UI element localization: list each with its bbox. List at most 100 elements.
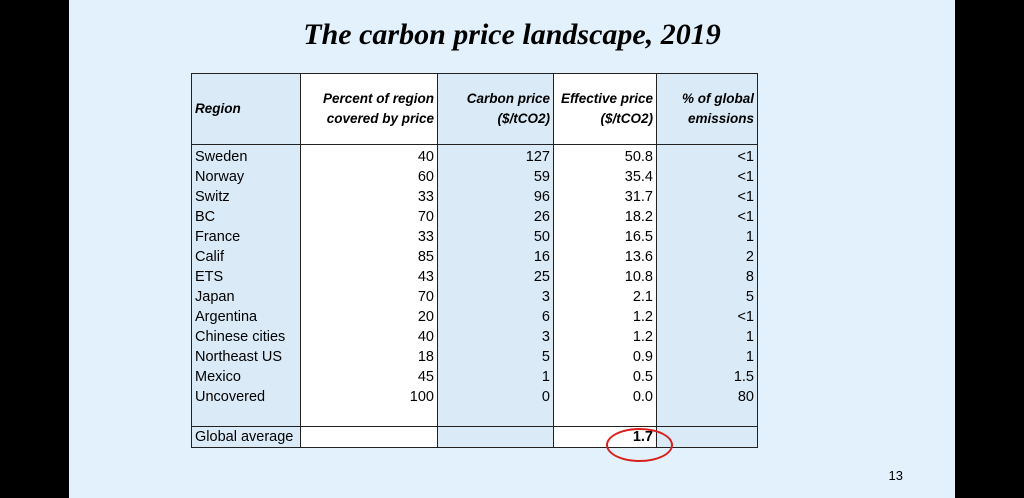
cell-percent: 20 (300, 307, 438, 327)
cell-carbon-price: 3 (437, 327, 554, 347)
cell-region: Norway (191, 167, 301, 187)
cell-percent: 85 (300, 247, 438, 267)
cell-carbon-price: 5 (437, 347, 554, 367)
cell-effective-price: 2.1 (553, 287, 657, 307)
cell-effective-price: 1.2 (553, 327, 657, 347)
cell-effective-price: 31.7 (553, 187, 657, 207)
table-row: Switz 33 96 31.7 <1 (191, 187, 758, 207)
cell-region: Japan (191, 287, 301, 307)
table-row: Uncovered 100 0 0.0 80 (191, 387, 758, 407)
page-number: 13 (888, 468, 903, 483)
cell-global-emissions: <1 (656, 207, 758, 227)
table-header-row: Region Percent of region covered by pric… (191, 73, 758, 145)
slide: The carbon price landscape, 2019 Region … (69, 0, 955, 498)
cell-region: Uncovered (191, 387, 301, 407)
cell-percent: 33 (300, 187, 438, 207)
cell-carbon-price: 6 (437, 307, 554, 327)
cell-percent: 40 (300, 144, 438, 167)
table-row: ETS 43 25 10.8 8 (191, 267, 758, 287)
cell-region: Sweden (191, 144, 301, 167)
cell-effective-price: 0.0 (553, 387, 657, 407)
highlight-circle (606, 428, 673, 462)
cell-region: Calif (191, 247, 301, 267)
cell-global-emissions: <1 (656, 307, 758, 327)
carbon-price-table: Region Percent of region covered by pric… (191, 73, 758, 448)
cell-percent: 60 (300, 167, 438, 187)
cell-effective-price: 0.5 (553, 367, 657, 387)
global-average-emissions (656, 426, 758, 448)
cell-effective-price: 13.6 (553, 247, 657, 267)
table-row: Mexico 45 1 0.5 1.5 (191, 367, 758, 387)
cell-percent: 70 (300, 287, 438, 307)
cell-global-emissions: 1 (656, 347, 758, 367)
cell-global-emissions: 8 (656, 267, 758, 287)
header-percent-covered: Percent of region covered by price (300, 73, 438, 145)
cell-global-emissions: <1 (656, 167, 758, 187)
cell-region: Northeast US (191, 347, 301, 367)
cell-percent: 70 (300, 207, 438, 227)
cell-percent: 18 (300, 347, 438, 367)
cell-global-emissions: <1 (656, 187, 758, 207)
table-row: France 33 50 16.5 1 (191, 227, 758, 247)
table-row: BC 70 26 18.2 <1 (191, 207, 758, 227)
cell-global-emissions: 2 (656, 247, 758, 267)
cell-region: Chinese cities (191, 327, 301, 347)
spacer-cell (656, 407, 758, 427)
cell-percent: 33 (300, 227, 438, 247)
cell-region: Mexico (191, 367, 301, 387)
spacer-cell (300, 407, 438, 427)
cell-carbon-price: 96 (437, 187, 554, 207)
cell-carbon-price: 59 (437, 167, 554, 187)
cell-effective-price: 50.8 (553, 144, 657, 167)
header-effective-price: Effective price ($/tCO2) (553, 73, 657, 145)
cell-carbon-price: 127 (437, 144, 554, 167)
cell-percent: 43 (300, 267, 438, 287)
cell-carbon-price: 3 (437, 287, 554, 307)
cell-global-emissions: 5 (656, 287, 758, 307)
cell-carbon-price: 25 (437, 267, 554, 287)
cell-global-emissions: 1.5 (656, 367, 758, 387)
spacer-cell (437, 407, 554, 427)
cell-effective-price: 0.9 (553, 347, 657, 367)
table-row: Northeast US 18 5 0.9 1 (191, 347, 758, 367)
cell-global-emissions: 80 (656, 387, 758, 407)
cell-effective-price: 10.8 (553, 267, 657, 287)
spacer-cell (553, 407, 657, 427)
spacer-cell (191, 407, 301, 427)
table-row: Norway 60 59 35.4 <1 (191, 167, 758, 187)
cell-region: Switz (191, 187, 301, 207)
cell-effective-price: 35.4 (553, 167, 657, 187)
cell-carbon-price: 1 (437, 367, 554, 387)
cell-region: ETS (191, 267, 301, 287)
cell-carbon-price: 0 (437, 387, 554, 407)
table-row: Chinese cities 40 3 1.2 1 (191, 327, 758, 347)
cell-percent: 40 (300, 327, 438, 347)
cell-region: BC (191, 207, 301, 227)
cell-global-emissions: <1 (656, 144, 758, 167)
slide-title: The carbon price landscape, 2019 (303, 18, 721, 51)
cell-carbon-price: 50 (437, 227, 554, 247)
cell-carbon-price: 16 (437, 247, 554, 267)
table-row: Argentina 20 6 1.2 <1 (191, 307, 758, 327)
header-carbon-price: Carbon price ($/tCO2) (437, 73, 554, 145)
table-row: Sweden 40 127 50.8 <1 (191, 144, 758, 167)
table-body: Sweden 40 127 50.8 <1 Norway 60 59 35.4 <1 Switz 33… (191, 144, 758, 448)
cell-global-emissions: 1 (656, 327, 758, 347)
cell-effective-price: 18.2 (553, 207, 657, 227)
spacer-row (191, 407, 758, 427)
cell-region: France (191, 227, 301, 247)
table-row: Calif 85 16 13.6 2 (191, 247, 758, 267)
global-average-percent (300, 426, 438, 448)
header-region: Region (191, 73, 301, 145)
table-row: Japan 70 3 2.1 5 (191, 287, 758, 307)
global-average-carbon-price (437, 426, 554, 448)
global-average-label: Global average (191, 426, 301, 448)
header-global-emissions: % of global emissions (656, 73, 758, 145)
cell-effective-price: 1.2 (553, 307, 657, 327)
cell-region: Argentina (191, 307, 301, 327)
cell-carbon-price: 26 (437, 207, 554, 227)
cell-percent: 45 (300, 367, 438, 387)
cell-percent: 100 (300, 387, 438, 407)
cell-global-emissions: 1 (656, 227, 758, 247)
cell-effective-price: 16.5 (553, 227, 657, 247)
